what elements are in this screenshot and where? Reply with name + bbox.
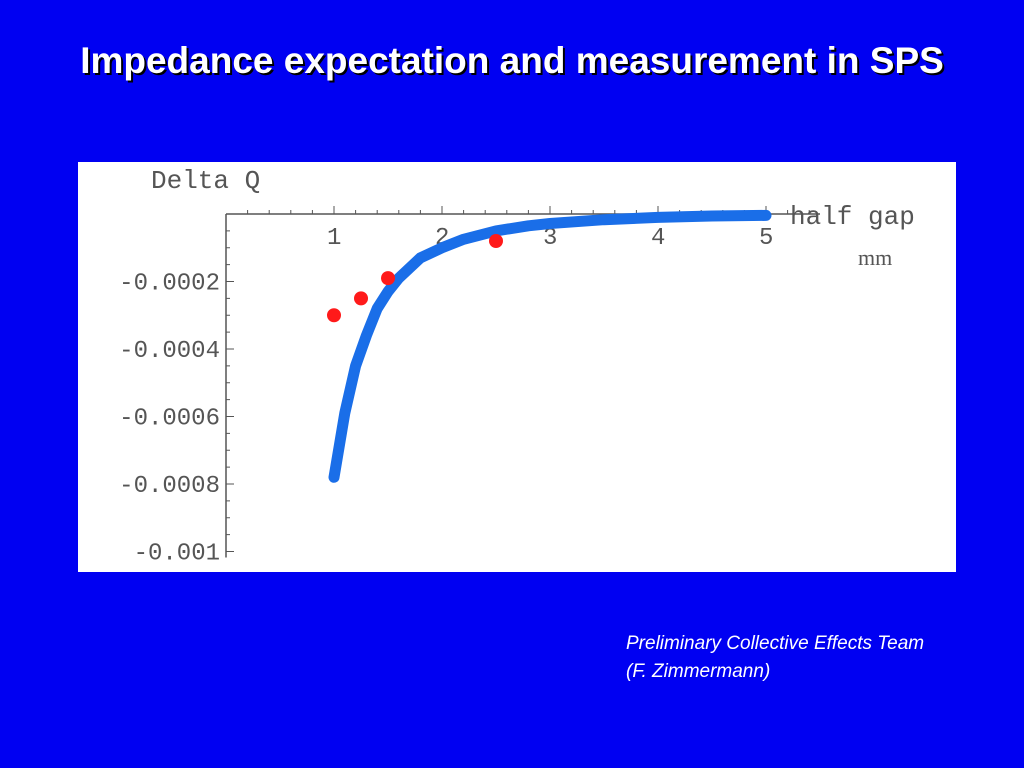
slide-title: Impedance expectation and measurement in… — [80, 40, 944, 81]
credit: Preliminary Collective Effects Team (F. … — [626, 630, 924, 686]
plot-marks — [327, 209, 772, 483]
credit-author: (F. Zimmermann) — [626, 661, 771, 682]
expectation-curve — [328, 209, 772, 483]
x-axis-unit: mm — [858, 245, 892, 270]
axes: 1 2 3 4 5-0.0002-0.0004-0.0006-0.0008-0.001 — [119, 206, 820, 568]
y-tick-label: -0.0006 — [119, 406, 220, 433]
x-tick-label: 3 — [543, 225, 557, 252]
y-tick-label: -0.0004 — [119, 338, 220, 365]
y-tick-label: -0.001 — [134, 541, 220, 568]
measurement-point — [327, 308, 341, 323]
measurement-point — [489, 234, 503, 248]
y-tick-label: -0.0002 — [119, 271, 220, 298]
delta-q-chart: Delta Q half gap mm 1 2 3 4 5-0.0002-0.0004-… — [119, 166, 915, 568]
chart-panel: Delta Q half gap mm 1 2 3 4 5 -0.0002 -0.0004-… — [78, 162, 956, 572]
credit-team: Preliminary Collective Effects Team — [626, 633, 925, 654]
measurement-point — [381, 271, 395, 286]
x-tick-label: 1 — [327, 225, 341, 252]
x-tick-label: 5 — [759, 225, 773, 252]
measurement-point — [354, 291, 368, 306]
x-axis-label: half gap — [790, 202, 915, 232]
x-tick-label: 4 — [651, 225, 665, 252]
y-tick-label: -0.0008 — [119, 473, 220, 500]
y-axis-label: Delta Q — [151, 166, 260, 196]
